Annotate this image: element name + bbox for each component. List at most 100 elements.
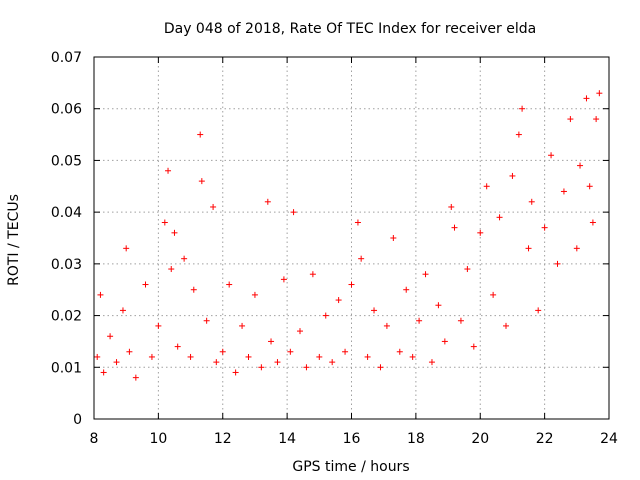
data-point [239,322,246,329]
data-point [100,369,107,376]
data-point [342,348,349,355]
data-point [496,214,503,221]
data-point [477,229,484,236]
y-tick-label: 0.01 [51,360,82,376]
data-point [457,317,464,324]
y-tick-label: 0.07 [51,50,82,66]
y-tick-label: 0.05 [51,153,82,169]
data-point [448,203,455,210]
x-tick-label: 8 [90,431,99,447]
data-point [483,183,490,190]
y-tick-label: 0.02 [51,309,82,325]
y-tick-label: 0.06 [51,102,82,118]
y-tick-label: 0.03 [51,257,82,273]
data-point [161,219,168,226]
data-point [280,276,287,283]
data-point [119,307,126,314]
data-point [258,364,265,371]
data-point [503,322,509,329]
x-tick-label: 22 [536,431,554,447]
data-point [148,353,155,360]
data-points [94,90,603,381]
data-point [403,286,410,293]
data-point [519,105,526,112]
data-point [409,353,416,360]
data-point [245,353,252,360]
data-point [541,224,548,231]
y-axis-label: ROTI / TECUs [6,194,22,286]
data-point [264,198,271,205]
data-point [464,266,471,273]
data-point [548,152,555,159]
data-point [371,307,378,314]
data-point [383,322,390,329]
data-point [219,348,226,355]
data-point [297,328,303,335]
data-point [268,338,275,345]
data-point [290,209,297,216]
data-point [203,317,210,324]
x-axis-label: GPS time / hours [292,459,409,475]
data-point [126,348,133,355]
data-point [190,286,197,293]
chart-title: Day 048 of 2018, Rate Of TEC Index for r… [164,21,536,37]
data-point [441,338,448,345]
x-tick-label: 16 [343,431,361,447]
data-point [586,183,593,190]
data-point [107,333,114,340]
data-point [97,291,104,298]
data-point [470,343,477,350]
data-point [535,307,542,314]
data-point [181,255,188,262]
x-tick-label: 14 [278,431,296,447]
x-tick-label: 18 [407,431,425,447]
data-point [396,348,403,355]
data-point [567,116,574,123]
data-point [171,229,178,236]
data-point [165,167,172,174]
x-tick-labels: 8 10 12 14 16 18 20 22 24 [90,431,618,447]
data-point [509,172,516,179]
data-point [274,359,281,366]
data-point [187,353,194,360]
data-point [416,317,423,324]
data-point [329,359,336,366]
data-point [132,374,139,381]
data-point [123,245,130,252]
data-point [358,255,365,262]
data-point [377,364,384,371]
data-point [428,359,435,366]
data-point [354,219,361,226]
data-point [94,353,101,360]
data-point [335,297,342,304]
x-tick-label: 10 [149,431,167,447]
data-point [577,162,584,169]
y-tick-label: 0.04 [51,205,82,221]
data-point [589,219,596,226]
data-point [593,116,600,123]
data-point [560,188,567,195]
data-point [528,198,535,205]
data-point [322,312,329,319]
y-tick-label: 0 [73,412,82,428]
data-point [197,131,204,138]
data-point [232,369,239,376]
data-point [210,203,217,210]
axis-ticks [93,56,610,420]
data-point [287,348,294,355]
data-point [251,291,258,298]
data-point [422,271,429,278]
data-point [596,90,603,97]
data-point [451,224,458,231]
x-tick-label: 24 [600,431,618,447]
data-point [490,291,497,298]
grid-lines [94,57,609,419]
y-tick-labels: 0 0.01 0.02 0.03 0.04 0.05 0.06 0.07 [51,50,82,428]
data-point [316,353,323,360]
x-tick-label: 12 [214,431,232,447]
x-tick-label: 20 [471,431,489,447]
data-point [525,245,532,252]
data-point [113,359,120,366]
